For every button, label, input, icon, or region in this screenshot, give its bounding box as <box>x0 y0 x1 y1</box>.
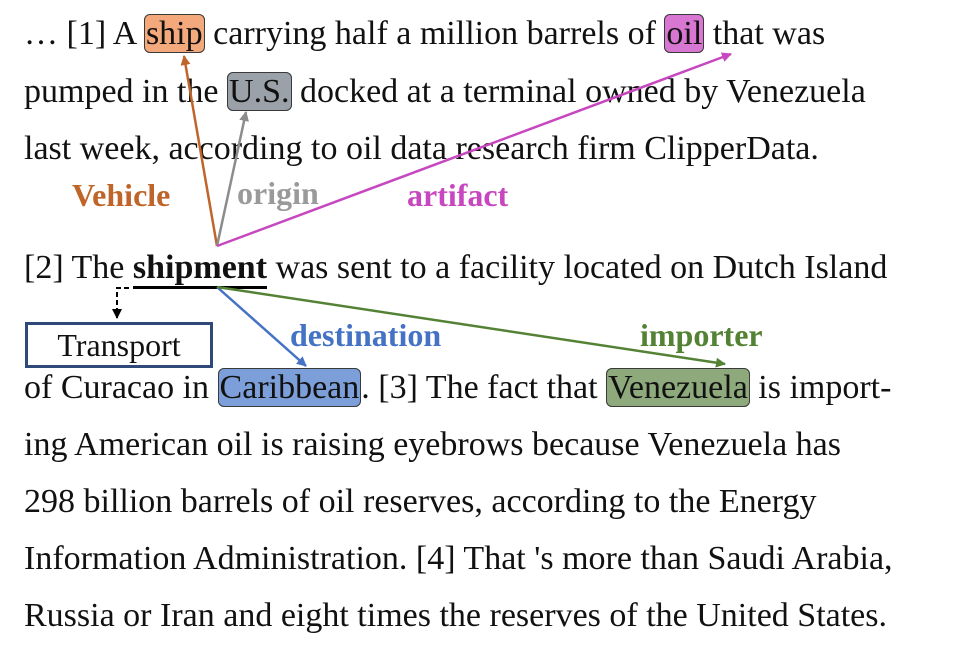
text-segment: [2] The <box>24 249 133 286</box>
role-label-artifact: artifact <box>407 177 509 213</box>
text-segment: . [3] The fact that <box>361 369 607 406</box>
argument-caribbean: Caribbean <box>217 368 362 407</box>
text-segment: was sent to a facility located on Dutch … <box>267 249 888 286</box>
text-line-5: of Curacao in Caribbean. [3] The fact th… <box>24 368 891 408</box>
event-type-box: Transport <box>25 322 213 368</box>
role-label-importer: importer <box>640 317 763 353</box>
text-line-8: Information Administration. [4] That 's … <box>24 540 893 577</box>
text-segment: docked at a terminal owned by Venezuela <box>291 73 866 110</box>
text-segment: carrying half a million barrels of <box>204 15 665 52</box>
text-segment: is import- <box>749 369 892 406</box>
role-label-vehicle: Vehicle <box>72 177 171 213</box>
text-segment: that was <box>704 15 826 52</box>
text-segment: of Curacao in <box>24 369 218 406</box>
text-line-9: Russia or Iran and eight times the reser… <box>24 597 887 634</box>
text-line-7: 298 billion barrels of oil reserves, acc… <box>24 483 817 520</box>
argument-venezuela: Venezuela <box>606 368 750 407</box>
text-segment: pumped in the <box>24 73 228 110</box>
text-segment: … [1] A <box>24 15 144 52</box>
text-line-4: [2] The shipment was sent to a facility … <box>24 248 888 289</box>
event-type-arrow <box>112 287 129 319</box>
role-label-destination: destination <box>290 317 442 353</box>
text-line-2: pumped in the U.S. docked at a terminal … <box>24 72 866 112</box>
text-line-6: ing American oil is raising eyebrows bec… <box>24 426 841 463</box>
argument-ship: ship <box>143 14 205 53</box>
text-line-1: … [1] A ship carrying half a million bar… <box>24 14 825 54</box>
argument-oil: oil <box>664 14 705 53</box>
role-label-origin: origin <box>237 175 319 211</box>
event-trigger-shipment: shipment <box>132 249 268 289</box>
argument-us: U.S. <box>227 72 292 111</box>
text-line-3: last week, according to oil data researc… <box>24 130 819 167</box>
